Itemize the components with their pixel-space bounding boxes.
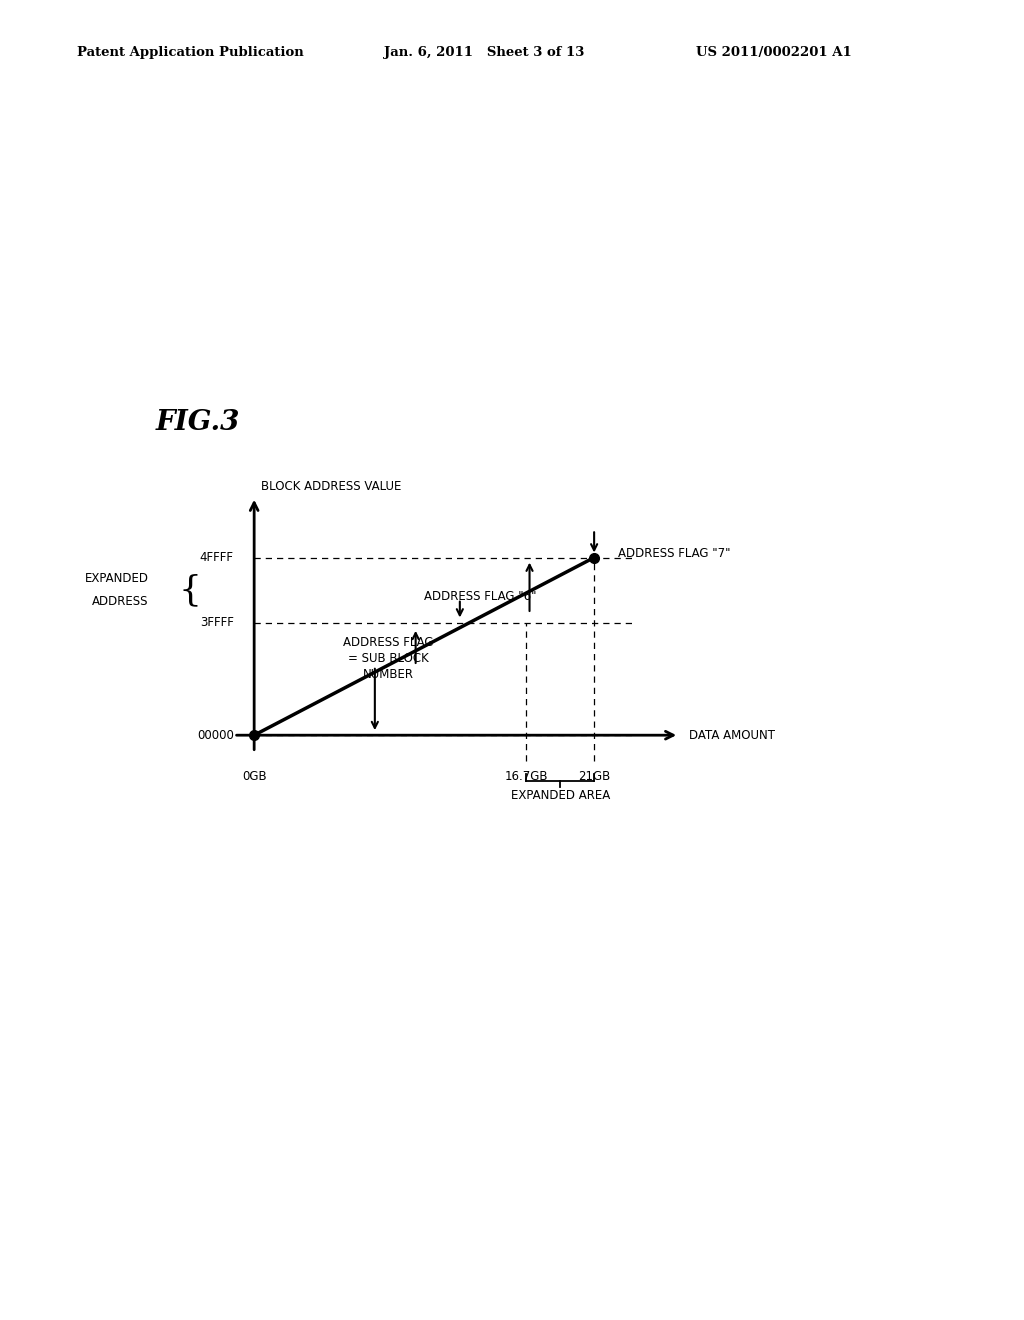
Text: EXPANDED AREA: EXPANDED AREA xyxy=(511,789,609,803)
Text: FIG.3: FIG.3 xyxy=(156,409,240,437)
Text: ADDRESS FLAG "6": ADDRESS FLAG "6" xyxy=(424,590,537,603)
Text: 4FFFF: 4FFFF xyxy=(200,550,233,564)
Text: 00000: 00000 xyxy=(197,729,233,742)
Text: BLOCK ADDRESS VALUE: BLOCK ADDRESS VALUE xyxy=(261,479,401,492)
Text: 0GB: 0GB xyxy=(242,770,266,783)
Text: 3FFFF: 3FFFF xyxy=(200,616,233,630)
Text: ADDRESS FLAG
= SUB BLOCK
NUMBER: ADDRESS FLAG = SUB BLOCK NUMBER xyxy=(343,635,434,681)
Text: Jan. 6, 2011   Sheet 3 of 13: Jan. 6, 2011 Sheet 3 of 13 xyxy=(384,46,585,59)
Text: ADDRESS FLAG "7": ADDRESS FLAG "7" xyxy=(617,546,730,560)
Text: EXPANDED: EXPANDED xyxy=(85,572,148,585)
Text: 21GB: 21GB xyxy=(578,770,610,783)
Text: US 2011/0002201 A1: US 2011/0002201 A1 xyxy=(696,46,852,59)
Text: Patent Application Publication: Patent Application Publication xyxy=(77,46,303,59)
Text: ADDRESS: ADDRESS xyxy=(92,595,148,609)
Text: 16.7GB: 16.7GB xyxy=(505,770,548,783)
Text: {: { xyxy=(178,573,201,607)
Text: DATA AMOUNT: DATA AMOUNT xyxy=(689,729,775,742)
